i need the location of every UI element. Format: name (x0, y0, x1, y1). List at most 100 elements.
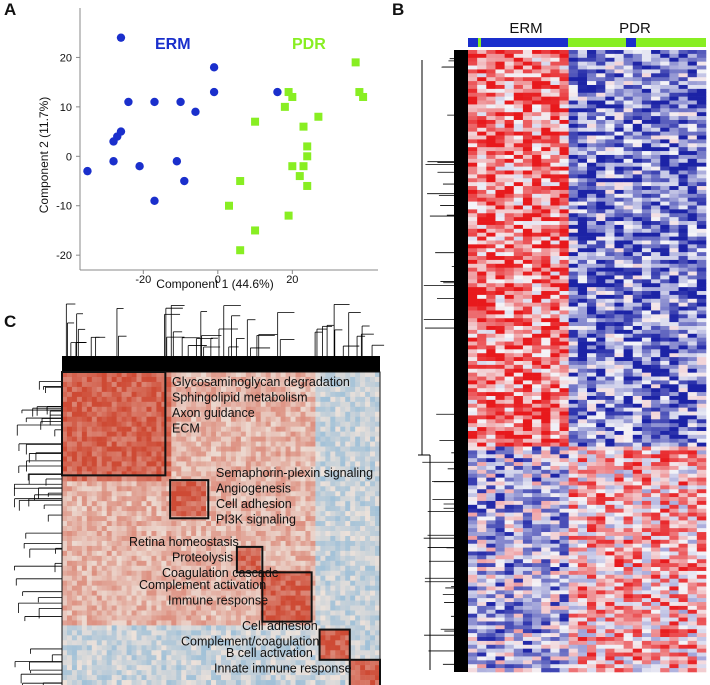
heatmap-cell (541, 119, 551, 125)
heatmap-cell (669, 263, 679, 268)
heatmap-cell (559, 224, 569, 230)
heatmap-cell (614, 392, 624, 397)
heatmap-cell (477, 197, 487, 202)
heatmap-cell (632, 493, 643, 498)
heatmap-cell (596, 481, 606, 486)
heatmap-cell (605, 640, 615, 646)
heatmap-cell (559, 465, 569, 471)
heatmap-cell (477, 629, 487, 634)
heatmap-cell (696, 427, 707, 432)
heatmap-cell (550, 364, 560, 370)
heatmap-cell (660, 361, 670, 366)
heatmap-cell (550, 182, 560, 187)
heatmap-cell (577, 108, 588, 113)
heatmap-cell (522, 271, 533, 276)
heatmap-cell (614, 395, 624, 401)
heatmap-cell (596, 92, 606, 97)
correlation-cell (221, 386, 227, 393)
heatmap-cell (541, 77, 551, 82)
heatmap-cell (632, 50, 643, 55)
heatmap-cell (614, 563, 624, 568)
correlation-cell (275, 372, 281, 378)
heatmap-cell (522, 605, 533, 611)
heatmap-cell (532, 53, 542, 59)
heatmap-cell (486, 341, 496, 346)
heatmap-cell (696, 602, 707, 607)
heatmap-cell (486, 151, 496, 156)
correlation-cell (106, 401, 112, 408)
heatmap-cell (550, 236, 560, 241)
heatmap-cell (568, 135, 579, 140)
heatmap-cell (641, 240, 652, 245)
correlation-cell (181, 386, 187, 393)
heatmap-cell (568, 528, 579, 533)
heatmap-cell (614, 481, 624, 486)
heatmap-cell (477, 116, 487, 121)
heatmap-cell (696, 399, 707, 405)
heatmap-cell (605, 605, 615, 611)
heatmap-cell (641, 407, 652, 412)
correlation-cell (250, 401, 257, 408)
heatmap-cell (687, 376, 698, 381)
heatmap-cell (513, 50, 524, 55)
heatmap-cell (641, 166, 652, 171)
heatmap-cell (678, 504, 688, 510)
heatmap-cell (477, 182, 487, 187)
heatmap-cell (477, 621, 487, 626)
heatmap-cell (687, 135, 698, 140)
heatmap-cell (669, 427, 679, 432)
heatmap-cell (504, 392, 515, 397)
heatmap-cell (678, 380, 688, 385)
heatmap-cell (678, 209, 688, 214)
heatmap-cell (486, 65, 496, 70)
heatmap-cell (632, 341, 643, 346)
heatmap-cell (477, 458, 487, 463)
correlation-cell (221, 372, 227, 378)
heatmap-cell (605, 349, 615, 354)
heatmap-cell (641, 77, 652, 82)
heatmap-cell (678, 263, 688, 268)
heatmap-cell (577, 228, 588, 234)
heatmap-cell (696, 644, 707, 649)
heatmap-cell (587, 446, 597, 451)
heatmap-cell (541, 186, 551, 191)
heatmap-cell (687, 263, 698, 268)
heatmap-cell (550, 287, 560, 292)
heatmap-cell (632, 535, 643, 541)
heatmap-cell (605, 166, 615, 171)
correlation-cell (365, 376, 371, 383)
heatmap-cell (696, 547, 707, 552)
heatmap-cell (596, 112, 606, 117)
heatmap-cell (568, 434, 579, 440)
heatmap-cell (687, 228, 698, 234)
heatmap-cell (550, 524, 560, 529)
heatmap-cell (577, 127, 588, 132)
heatmap-cell (678, 294, 688, 300)
heatmap-cell (468, 384, 478, 389)
heatmap-cell (513, 388, 524, 393)
heatmap-cell (678, 287, 688, 292)
heatmap-cell (660, 364, 670, 370)
heatmap-cell (495, 430, 505, 436)
heatmap-cell (660, 77, 670, 82)
heatmap-cell (522, 399, 533, 405)
correlation-cell (211, 372, 217, 378)
heatmap-cell (532, 535, 542, 541)
heatmap-cell (596, 205, 606, 210)
heatmap-cell (660, 182, 670, 187)
heatmap-cell (477, 364, 487, 370)
heatmap-cell (532, 465, 542, 471)
heatmap-cell (687, 454, 698, 459)
correlation-cell (290, 391, 296, 398)
heatmap-cell (541, 326, 551, 331)
heatmap-cell (696, 594, 707, 599)
heatmap-cell (669, 123, 679, 129)
correlation-cell (141, 372, 147, 378)
heatmap-cell (486, 287, 496, 292)
heatmap-cell (522, 481, 533, 486)
heatmap-cell (678, 512, 688, 517)
heatmap-cell (587, 232, 597, 237)
heatmap-cell (605, 209, 615, 214)
heatmap-cell (559, 637, 569, 642)
heatmap-cell (687, 310, 698, 315)
